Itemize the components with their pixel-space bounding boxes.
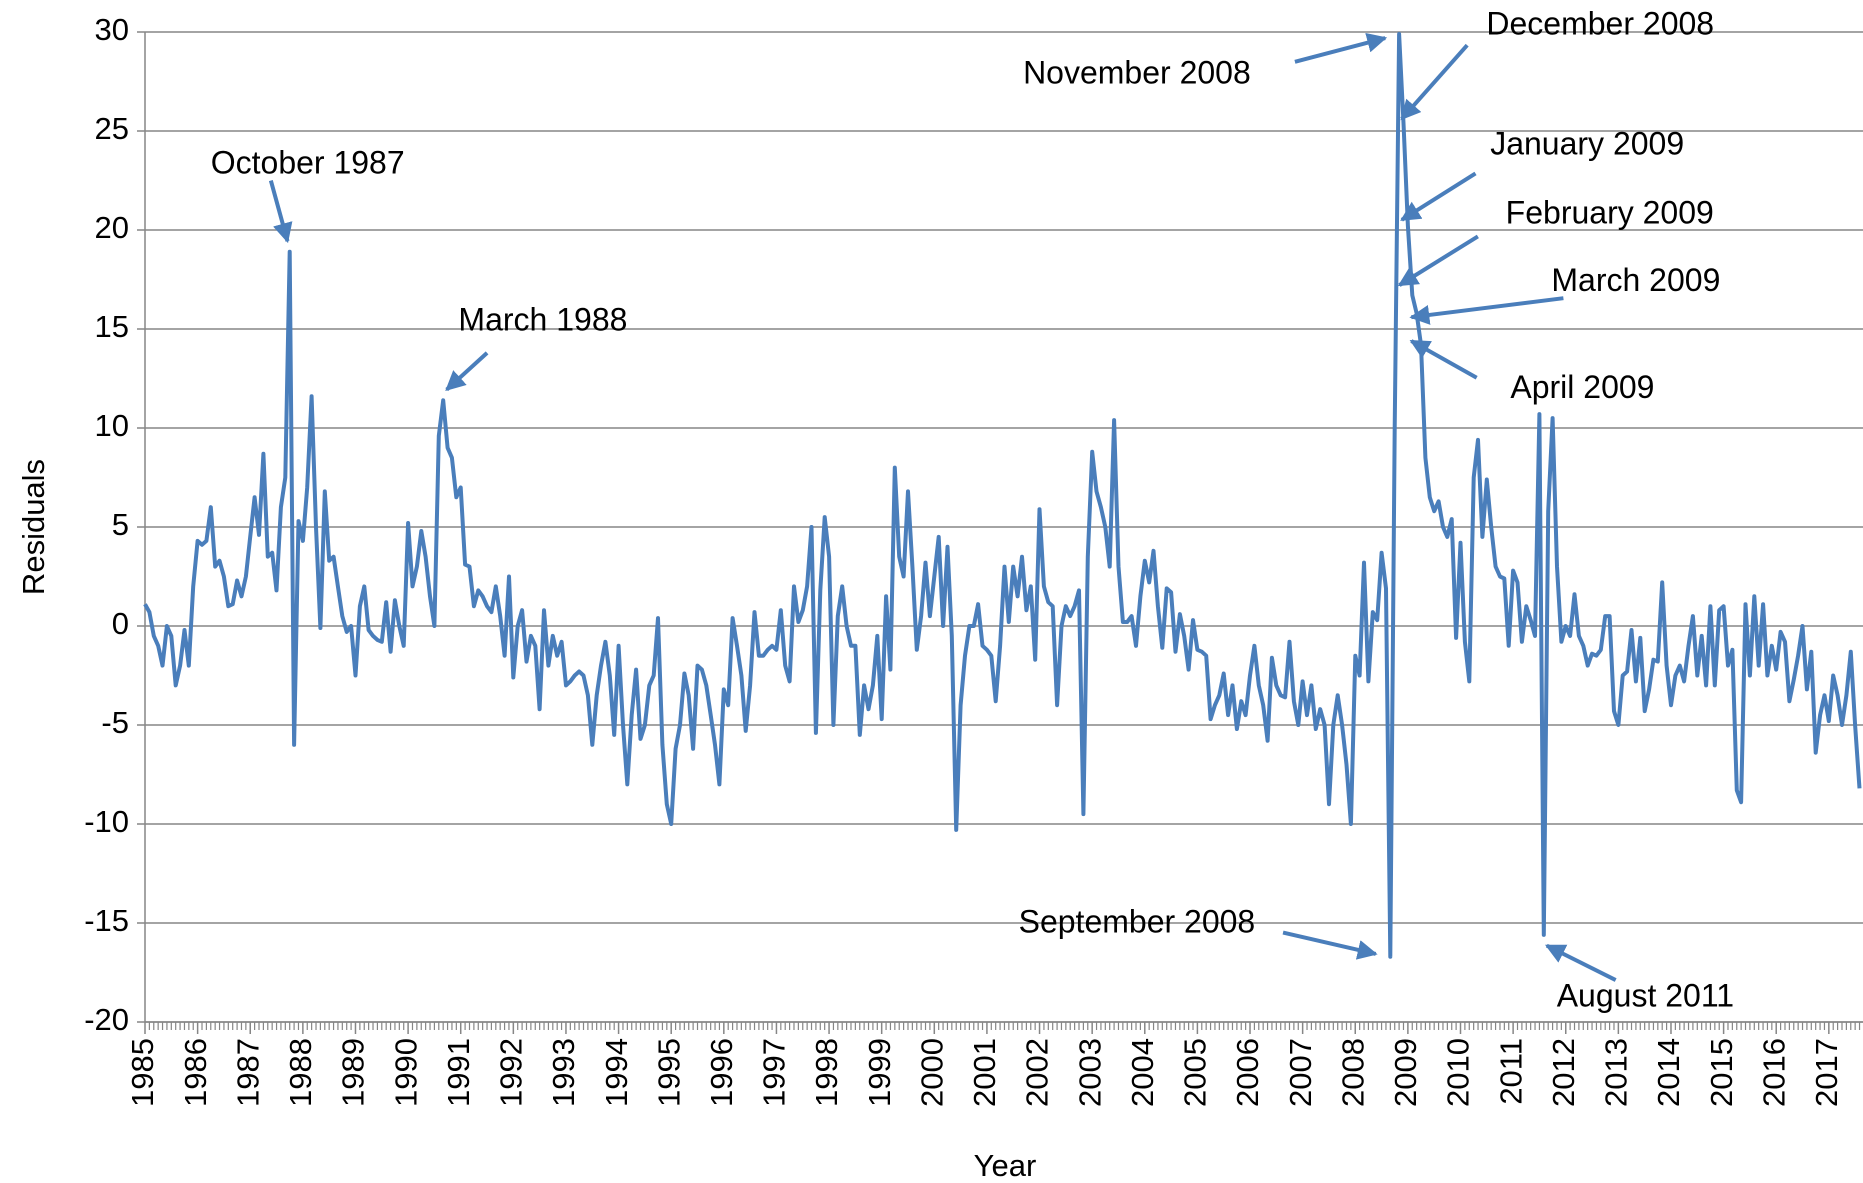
x-tick-label: 1987 [230, 1038, 265, 1107]
y-tick-label: 30 [95, 12, 129, 47]
x-tick-label: 1995 [651, 1038, 686, 1107]
x-tick-label: 1985 [125, 1038, 160, 1107]
annotation-arrow [1400, 43, 1469, 121]
annotation: October 1987 [211, 145, 405, 181]
x-tick-label: 1990 [388, 1038, 423, 1107]
y-axis-label: Residuals [16, 459, 51, 595]
annotation-arrow [1544, 943, 1617, 982]
y-tick-label: 5 [112, 507, 129, 542]
x-tick-label: 1986 [178, 1038, 213, 1107]
y-tick-label: 15 [95, 309, 129, 344]
annotation-arrow [1282, 930, 1378, 960]
annotation: March 1988 [458, 301, 627, 337]
annotation-arrow [1397, 234, 1479, 287]
x-tick-label: 2004 [1125, 1038, 1160, 1107]
x-tick-label: 2007 [1283, 1038, 1318, 1107]
annotation: September 2008 [1019, 904, 1256, 940]
x-tick-label: 1993 [546, 1038, 581, 1107]
annotation-arrow [268, 180, 293, 244]
annotation-arrow [1409, 339, 1478, 380]
annotation-arrow [1294, 32, 1388, 64]
x-tick-label: 1994 [599, 1038, 634, 1107]
x-tick-label: 1998 [809, 1038, 844, 1107]
x-tick-label: 2005 [1178, 1038, 1213, 1107]
y-tick-label: 10 [95, 408, 129, 443]
x-tick-label: 2015 [1704, 1038, 1739, 1107]
x-tick-label: 2010 [1441, 1038, 1476, 1107]
y-tick-label: -20 [84, 1002, 129, 1037]
x-tick-label: 1996 [704, 1038, 739, 1107]
y-tick-label: 20 [95, 210, 129, 245]
annotation: April 2009 [1510, 369, 1654, 405]
x-tick-label: 2008 [1335, 1038, 1370, 1107]
y-tick-label: -15 [84, 903, 129, 938]
y-tick-label: -5 [101, 705, 129, 740]
x-tick-label: 2013 [1599, 1038, 1634, 1107]
x-tick-label: 1989 [336, 1038, 371, 1107]
x-tick-label: 1992 [494, 1038, 529, 1107]
x-tick-label: 2017 [1809, 1038, 1844, 1107]
annotation-arrow [1400, 171, 1477, 222]
annotation: August 2011 [1557, 977, 1734, 1013]
y-tick-label: 25 [95, 111, 129, 146]
y-tick-label: 0 [112, 606, 129, 641]
x-tick-label: 1997 [757, 1038, 792, 1107]
annotation: February 2009 [1506, 194, 1714, 230]
x-tick-label: 2016 [1756, 1038, 1791, 1107]
x-tick-label: 1988 [283, 1038, 318, 1107]
annotation-arrow [1409, 296, 1564, 325]
x-tick-label: 1999 [862, 1038, 897, 1107]
x-tick-label: 2012 [1546, 1038, 1581, 1107]
x-tick-label: 2009 [1388, 1038, 1423, 1107]
data-line [143, 32, 1862, 959]
annotation: December 2008 [1486, 6, 1714, 42]
x-tick-label: 2014 [1651, 1038, 1686, 1107]
y-tick-label: -10 [84, 804, 129, 839]
annotation: January 2009 [1490, 126, 1684, 162]
x-axis-label: Year [974, 1148, 1037, 1183]
x-tick-label: 2000 [914, 1038, 949, 1107]
x-tick-label: 2011 [1493, 1038, 1528, 1105]
x-tick-label: 2006 [1230, 1038, 1265, 1107]
annotation-arrow [445, 351, 489, 392]
annotation: March 2009 [1551, 262, 1720, 298]
x-tick-label: 2003 [1072, 1038, 1107, 1107]
x-tick-label: 2002 [1020, 1038, 1055, 1107]
annotation: November 2008 [1023, 54, 1251, 90]
x-tick-label: 2001 [967, 1038, 1002, 1107]
x-tick-label: 1991 [441, 1038, 476, 1107]
